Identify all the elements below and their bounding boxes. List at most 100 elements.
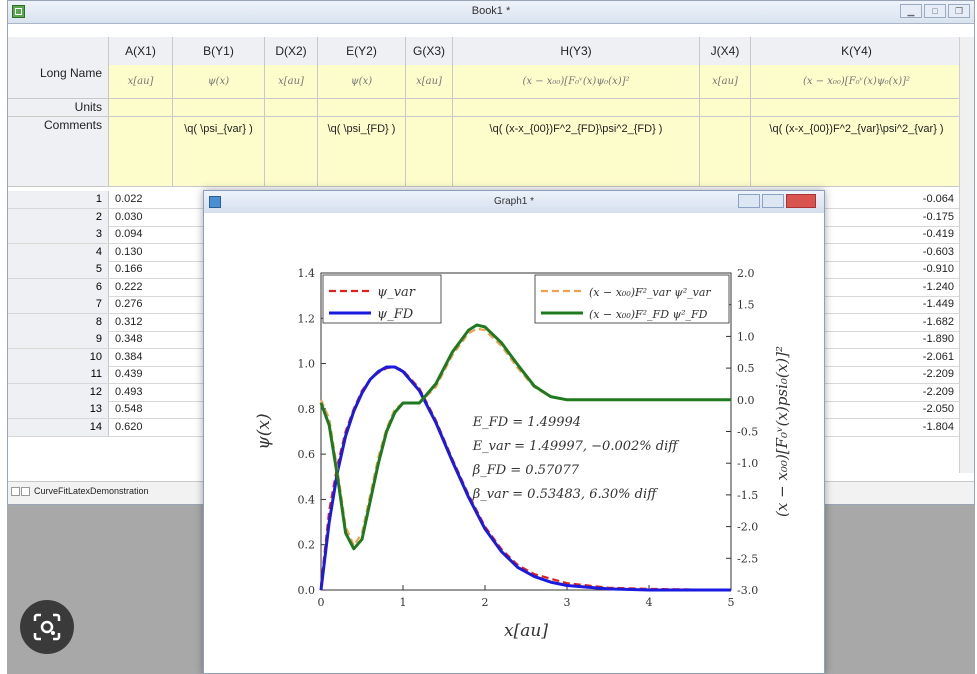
long-name-cell[interactable]: x[au] — [265, 65, 318, 99]
units-cell[interactable] — [700, 99, 751, 117]
cell-k[interactable]: -0.175 — [922, 210, 954, 223]
units-cell[interactable] — [265, 99, 318, 117]
column-header[interactable]: G(X3) — [406, 37, 453, 65]
long-name-cell[interactable]: ψ(x) — [318, 65, 406, 99]
comment-cell[interactable] — [265, 117, 318, 187]
graph-minimize-icon[interactable] — [738, 194, 760, 208]
units-cell[interactable] — [109, 99, 173, 117]
long-name-cell[interactable]: x[au] — [406, 65, 453, 99]
comment-cell[interactable]: \q( (x-x_{00})F^2_{FD}\psi^2_{FD} ) — [453, 117, 700, 187]
comment-cell[interactable]: \q( \psi_{FD} ) — [318, 117, 406, 187]
row-number[interactable]: 3 — [8, 226, 109, 243]
tab-next-icon[interactable] — [21, 487, 30, 496]
row-number[interactable]: 12 — [8, 383, 109, 401]
column-header[interactable]: A(X1) — [109, 37, 173, 65]
lens-button[interactable] — [20, 600, 74, 654]
cell-k[interactable]: -1.240 — [922, 280, 954, 293]
units-cell[interactable] — [453, 99, 700, 117]
y2-tick-label: -2.5 — [737, 552, 758, 565]
y-tick-label: 0.2 — [298, 539, 316, 552]
units-cell[interactable] — [318, 99, 406, 117]
cell-k[interactable]: -2.061 — [922, 350, 954, 363]
comment-cell[interactable] — [700, 117, 751, 187]
row-number[interactable]: 13 — [8, 401, 109, 418]
column-header[interactable]: J(X4) — [700, 37, 751, 65]
row-number[interactable]: 2 — [8, 208, 109, 226]
cell-a[interactable]: 0.548 — [115, 403, 143, 415]
units-cell[interactable] — [173, 99, 265, 117]
maximize-icon[interactable]: □ — [924, 4, 946, 18]
minimize-icon[interactable]: ▁ — [900, 4, 922, 18]
cell-a[interactable]: 0.312 — [115, 315, 143, 328]
comment-cell[interactable]: \q( (x-x_{00})F^2_{var}\psi^2_{var} ) — [751, 117, 963, 187]
row-number[interactable]: 9 — [8, 331, 109, 348]
row-label-units[interactable]: Units — [8, 99, 109, 117]
cell-a[interactable]: 0.348 — [115, 333, 143, 345]
cell-k[interactable]: -0.064 — [922, 193, 954, 205]
y2-tick-label: -0.5 — [737, 426, 758, 439]
long-name-cell[interactable]: (x − x₀₀)[F₀ᵛ(x)ψ₀(x)]² — [751, 65, 963, 99]
long-name-cell[interactable]: x[au] — [700, 65, 751, 99]
row-number[interactable]: 14 — [8, 418, 109, 436]
row-number[interactable]: 10 — [8, 348, 109, 366]
workbook-titlebar[interactable]: Book1 * ▁ □ ❐ — [8, 1, 974, 24]
cell-a[interactable]: 0.493 — [115, 385, 143, 398]
cell-k[interactable]: -1.890 — [922, 333, 954, 345]
graph-close-icon[interactable] — [786, 194, 816, 208]
cell-a[interactable]: 0.094 — [115, 228, 143, 240]
cell-k[interactable]: -2.209 — [922, 368, 954, 380]
row-number[interactable]: 6 — [8, 278, 109, 296]
vertical-scrollbar[interactable] — [959, 37, 974, 473]
cell-a[interactable]: 0.130 — [115, 245, 143, 258]
column-header[interactable]: D(X2) — [265, 37, 318, 65]
row-number[interactable]: 11 — [8, 366, 109, 383]
cell-k[interactable]: -1.449 — [922, 298, 954, 310]
cell-a[interactable]: 0.030 — [115, 210, 143, 223]
y2-tick-label: 1.0 — [737, 330, 755, 343]
graph-titlebar[interactable]: Graph1 * — [204, 191, 824, 214]
long-name-cell[interactable]: ψ(x) — [173, 65, 265, 99]
tab-prev-icon[interactable] — [11, 487, 20, 496]
y-tick-label: 1.0 — [298, 358, 316, 371]
cell-a[interactable]: 0.384 — [115, 350, 143, 363]
cell-a[interactable]: 0.022 — [115, 193, 143, 205]
cell-a[interactable]: 0.620 — [115, 420, 143, 433]
plot-area: 0 1 2 3 4 5 0.0 0.2 0.4 0.6 0.8 1.0 1.2 1.4 -3.0 -2.5 -2… — [204, 213, 824, 673]
cell-k[interactable]: -0.910 — [922, 263, 954, 275]
row-label-comments[interactable]: Comments — [8, 117, 109, 187]
comment-cell[interactable] — [109, 117, 173, 187]
row-number[interactable]: 7 — [8, 296, 109, 313]
row-label-long-name[interactable]: Long Name — [8, 65, 109, 99]
units-cell[interactable] — [751, 99, 963, 117]
cell-a[interactable]: 0.276 — [115, 298, 143, 310]
cell-k[interactable]: -0.419 — [922, 228, 954, 240]
cell-k[interactable]: -2.209 — [922, 385, 954, 398]
restore-icon[interactable]: ❐ — [948, 4, 970, 18]
graph-maximize-icon[interactable] — [762, 194, 784, 208]
column-header[interactable]: B(Y1) — [173, 37, 265, 65]
cell-k[interactable]: -2.050 — [922, 403, 954, 415]
comment-cell[interactable]: \q( \psi_{var} ) — [173, 117, 265, 187]
long-name-cell[interactable]: x[au] — [109, 65, 173, 99]
row-number[interactable]: 4 — [8, 243, 109, 261]
cell-a[interactable]: 0.222 — [115, 280, 143, 293]
cell-a[interactable]: 0.166 — [115, 263, 143, 275]
cell-k[interactable]: -1.804 — [922, 420, 954, 433]
column-header[interactable]: H(Y3) — [453, 37, 700, 65]
corner-cell[interactable] — [8, 37, 109, 65]
row-number[interactable]: 8 — [8, 313, 109, 331]
y2-tick-label: 2.0 — [737, 267, 755, 280]
comment-cell[interactable] — [406, 117, 453, 187]
column-header[interactable]: K(Y4) — [751, 37, 963, 65]
cell-a[interactable]: 0.439 — [115, 368, 143, 380]
sheet-tab[interactable]: CurveFitLatexDemonstration — [34, 486, 149, 496]
y-tick-label: 0.8 — [298, 403, 316, 416]
cell-k[interactable]: -1.682 — [922, 315, 954, 328]
row-number[interactable]: 1 — [8, 191, 109, 208]
column-header[interactable]: E(Y2) — [318, 37, 406, 65]
y2-tick-label: 0.0 — [737, 394, 755, 407]
units-cell[interactable] — [406, 99, 453, 117]
long-name-cell[interactable]: (x − x₀₀)[F₀ᵛ(x)ψ₀(x)]² — [453, 65, 700, 99]
cell-k[interactable]: -0.603 — [922, 245, 954, 258]
row-number[interactable]: 5 — [8, 261, 109, 278]
